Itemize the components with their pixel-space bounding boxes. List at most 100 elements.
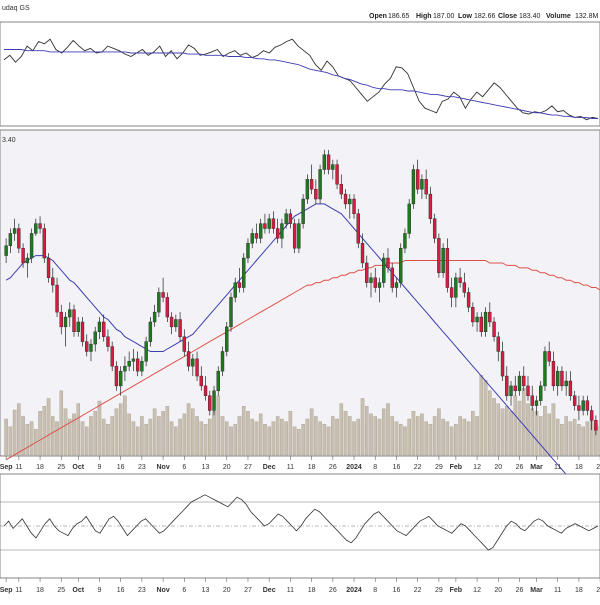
candle-down xyxy=(513,385,517,392)
x-tick-label-bottom: 20 xyxy=(494,587,502,594)
volume-bar xyxy=(258,413,263,456)
x-tick-label: 27 xyxy=(244,464,252,471)
candle-up xyxy=(131,358,136,362)
candle-up xyxy=(509,385,513,396)
candle-down xyxy=(445,247,450,288)
candle-up xyxy=(8,233,13,246)
last-price-fragment: 3.40 xyxy=(2,137,16,144)
volume-bar xyxy=(551,403,556,456)
x-tick-label: Nov xyxy=(156,464,169,471)
candle-up xyxy=(29,233,34,259)
x-tick-label: 16 xyxy=(117,464,125,471)
x-tick-label-bottom: 6 xyxy=(182,587,186,594)
volume-bar xyxy=(309,408,314,456)
candle-down xyxy=(365,262,369,283)
x-tick-label: 11 xyxy=(287,464,294,471)
candle-down xyxy=(263,223,267,229)
upper-indicator-average-line xyxy=(4,49,598,119)
volume-bar xyxy=(568,421,573,456)
x-tick-label-bottom: Oct xyxy=(72,587,84,594)
x-tick-label-bottom: 29 xyxy=(435,587,443,594)
volume-bar xyxy=(250,418,254,456)
candle-down xyxy=(21,247,25,264)
candle-up xyxy=(407,203,411,234)
candle-up xyxy=(97,321,102,333)
moving-average-long-line xyxy=(5,260,600,461)
x-tick-label: Mar xyxy=(530,464,543,471)
upper-indicator-panel xyxy=(0,21,600,127)
open-value: 186.65 xyxy=(388,13,410,20)
candle-up xyxy=(564,380,568,387)
volume-bar xyxy=(216,395,221,456)
candle-down xyxy=(292,223,297,249)
volume-bar xyxy=(131,421,136,456)
candle-down xyxy=(589,410,594,421)
volume-bar xyxy=(212,411,216,456)
volume-bar xyxy=(360,398,365,456)
moving-average-short-line xyxy=(5,203,600,515)
candle-down xyxy=(373,277,377,288)
volume-bar xyxy=(403,426,407,456)
volume-bar xyxy=(318,421,322,456)
volume-bar xyxy=(84,426,89,456)
volume-bar xyxy=(530,408,534,456)
volume-bar xyxy=(199,421,204,456)
volume-bar xyxy=(76,403,81,456)
candle-down xyxy=(288,213,293,224)
close-value: 183.40 xyxy=(519,13,541,20)
volume-bar xyxy=(97,400,102,456)
x-tick-label: Sep xyxy=(0,464,13,471)
candle-up xyxy=(399,247,403,283)
volume-bar xyxy=(110,416,114,456)
candle-up xyxy=(581,400,585,411)
x-tick-label: 11 xyxy=(15,464,22,471)
volume-bar xyxy=(101,418,106,456)
x-tick-label-bottom: 25 xyxy=(57,587,65,594)
volume-bar xyxy=(127,413,131,456)
x-tick-label-bottom: 18 xyxy=(36,587,44,594)
volume-bar xyxy=(161,411,165,456)
volume-bar xyxy=(555,418,560,456)
candle-up xyxy=(483,311,488,333)
volume-bar xyxy=(411,411,416,456)
volume-bar xyxy=(538,416,543,456)
volume-bar xyxy=(437,408,441,456)
volume-bar xyxy=(68,418,72,456)
candle-down xyxy=(72,309,76,333)
candle-down xyxy=(585,400,590,411)
volume-bar xyxy=(280,418,284,456)
x-tick-label: 18 xyxy=(36,464,44,471)
volume-bar xyxy=(335,418,339,456)
volume-bar xyxy=(500,408,505,456)
candle-down xyxy=(199,375,203,387)
candle-up xyxy=(297,223,301,249)
volume-bar xyxy=(152,408,157,456)
candle-down xyxy=(594,420,598,431)
volume-bar xyxy=(581,426,585,456)
volume-bar xyxy=(314,416,318,456)
volume-bar xyxy=(224,421,229,456)
volume-bar xyxy=(21,416,25,456)
candle-up xyxy=(123,366,127,372)
volume-bar xyxy=(305,418,310,456)
candle-up xyxy=(89,343,93,352)
volume-bar xyxy=(466,421,471,456)
x-tick-label-bottom: Nov xyxy=(156,587,169,594)
x-tick-label: 11 xyxy=(554,464,561,471)
candle-up xyxy=(216,370,220,392)
candle-up xyxy=(454,277,458,298)
x-tick-label: 22 xyxy=(414,464,422,471)
x-tick-label: Oct xyxy=(72,464,84,471)
volume-bar xyxy=(89,416,93,456)
candle-down xyxy=(458,277,462,283)
candle-down xyxy=(102,321,106,337)
candle-down xyxy=(572,395,577,406)
volume-bars xyxy=(4,375,600,456)
x-tick-label-bottom: 11 xyxy=(554,587,561,594)
volume-bar xyxy=(356,418,361,456)
volume-bar xyxy=(157,416,161,456)
volume-bar xyxy=(420,413,424,456)
volume-bar xyxy=(178,418,182,456)
x-tick-label-bottom: 20 xyxy=(223,587,231,594)
